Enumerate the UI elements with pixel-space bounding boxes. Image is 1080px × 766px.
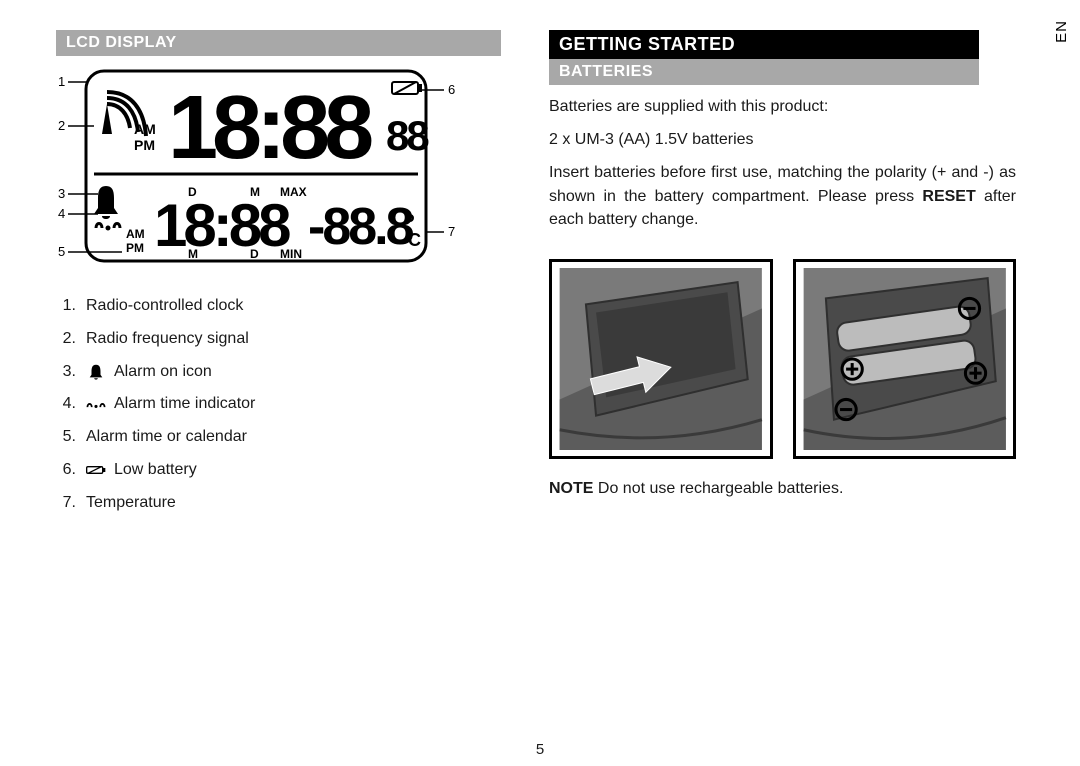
batteries-intro: Batteries are supplied with this product… [549, 95, 1016, 118]
svg-text:M: M [188, 247, 198, 261]
legend-number: 2. [56, 323, 76, 356]
svg-text:88: 88 [386, 112, 429, 159]
battery-illustrations [549, 259, 1016, 459]
legend-text: Alarm time indicator [86, 388, 501, 421]
language-tab: EN [1053, 20, 1070, 43]
svg-text:5: 5 [58, 244, 65, 259]
alarm-waves-icon [86, 396, 106, 414]
svg-text:MIN: MIN [280, 247, 302, 261]
legend-item: 6. Low battery [56, 454, 501, 487]
legend-item: 4. Alarm time indicator [56, 388, 501, 421]
legend-text: Radio-controlled clock [86, 290, 501, 323]
legend-text: Alarm time or calendar [86, 421, 501, 454]
svg-text:1: 1 [58, 74, 65, 89]
note-text: Do not use rechargeable batteries. [593, 480, 843, 497]
svg-text:18:88: 18:88 [168, 78, 372, 178]
batteries-note: NOTE Do not use rechargeable batteries. [549, 477, 1016, 500]
reset-label: RESET [922, 188, 975, 205]
svg-text:2: 2 [58, 118, 65, 133]
note-label: NOTE [549, 480, 593, 497]
svg-text:AM: AM [126, 227, 145, 241]
legend-text: Radio frequency signal [86, 323, 501, 356]
legend-number: 1. [56, 290, 76, 323]
svg-text:D: D [250, 247, 259, 261]
legend-item: 1. Radio-controlled clock [56, 290, 501, 323]
lcd-legend: 1. Radio-controlled clock 2. Radio frequ… [56, 290, 501, 520]
manual-page: EN 5 LCD DISPLAY AM PM [0, 0, 1080, 766]
svg-text:-88.8: -88.8 [308, 198, 414, 256]
svg-text:6: 6 [448, 82, 455, 97]
battery-compartment-open-icon [549, 259, 773, 459]
legend-item: 5. Alarm time or calendar [56, 421, 501, 454]
svg-text:PM: PM [134, 137, 155, 153]
left-column: LCD DISPLAY AM PM 18:88 [56, 30, 501, 520]
lcd-display-heading: LCD DISPLAY [56, 30, 501, 56]
legend-label: Alarm on icon [114, 356, 212, 389]
low-battery-icon [86, 461, 106, 479]
right-column: GETTING STARTED BATTERIES Batteries are … [549, 30, 1024, 510]
page-number: 5 [536, 741, 544, 758]
svg-text:18:88: 18:88 [154, 192, 290, 259]
legend-number: 5. [56, 421, 76, 454]
svg-text:7: 7 [448, 224, 455, 239]
bell-icon [86, 363, 106, 381]
legend-text: Temperature [86, 487, 501, 520]
legend-number: 4. [56, 388, 76, 421]
legend-label: Alarm time indicator [114, 388, 255, 421]
svg-text:PM: PM [126, 241, 144, 255]
batteries-instructions: Insert batteries before first use, match… [549, 161, 1016, 231]
legend-item: 2. Radio frequency signal [56, 323, 501, 356]
legend-number: 7. [56, 487, 76, 520]
legend-number: 6. [56, 454, 76, 487]
lcd-diagram: AM PM 18:88 88 [56, 66, 456, 266]
svg-text:C: C [408, 230, 421, 250]
legend-number: 3. [56, 356, 76, 389]
legend-item: 3. Alarm on icon [56, 356, 501, 389]
svg-text:AM: AM [134, 121, 156, 137]
legend-text: Low battery [86, 454, 501, 487]
svg-text:MAX: MAX [280, 185, 307, 199]
getting-started-heading: GETTING STARTED [549, 30, 979, 59]
legend-label: Low battery [114, 454, 197, 487]
svg-text:3: 3 [58, 186, 65, 201]
batteries-spec: 2 x UM-3 (AA) 1.5V batteries [549, 128, 1016, 151]
battery-inserted-icon [793, 259, 1017, 459]
svg-text:M: M [250, 185, 260, 199]
svg-text:D: D [188, 185, 197, 199]
legend-text: Alarm on icon [86, 356, 501, 389]
legend-item: 7. Temperature [56, 487, 501, 520]
svg-text:4: 4 [58, 206, 65, 221]
batteries-heading: BATTERIES [549, 59, 979, 85]
